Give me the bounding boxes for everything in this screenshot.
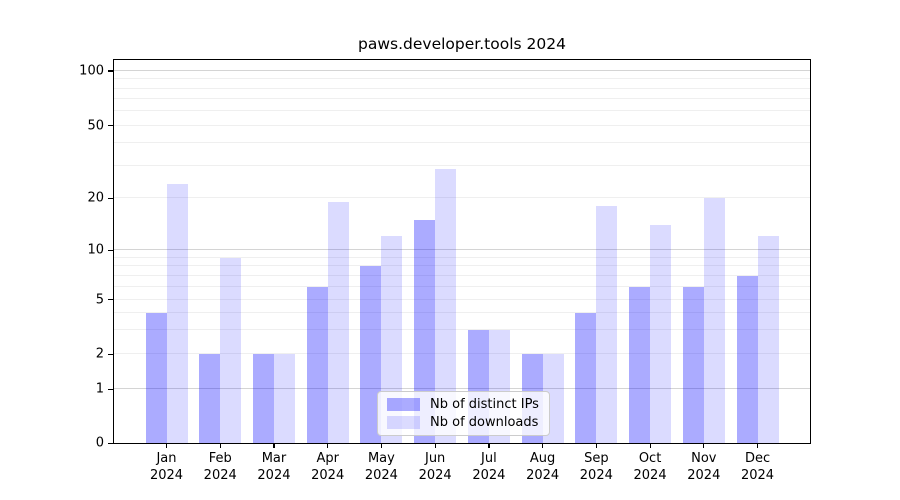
gridline-minor (114, 142, 810, 144)
x-tick-label: Aug 2024 (526, 451, 560, 483)
bar-downloads-jun (435, 168, 457, 443)
bar-distinct-ips-oct (629, 286, 651, 443)
x-tick-label: Jan 2024 (149, 451, 184, 483)
y-tick-label: 50 (87, 118, 104, 134)
x-tick-mark (488, 444, 490, 448)
y-tick-mark (108, 197, 113, 199)
x-tick-mark (273, 444, 275, 448)
y-tick-label: 1 (95, 381, 104, 397)
bar-downloads-nov (703, 198, 725, 443)
bar-downloads-feb (220, 257, 242, 443)
gridline-minor (114, 78, 810, 80)
gridline-minor (114, 110, 810, 112)
gridline-minor (114, 98, 810, 100)
bar-downloads-dec (757, 236, 779, 443)
y-tick-mark (108, 388, 113, 390)
x-tick-label: Sep 2024 (579, 451, 613, 483)
x-tick-mark (649, 444, 651, 448)
bar-downloads-apr (327, 202, 349, 443)
gridline-major (114, 69, 810, 71)
gridline-minor (114, 312, 810, 314)
gridline-minor (114, 298, 810, 300)
legend-swatch-distinct-ips (387, 398, 420, 411)
x-tick-label: Nov 2024 (687, 451, 721, 483)
x-tick-label: Dec 2024 (740, 451, 775, 483)
gridline-minor (114, 274, 810, 276)
y-tick-mark (108, 125, 113, 127)
bar-distinct-ips-feb (199, 354, 221, 443)
y-tick-mark (108, 299, 113, 301)
x-tick-mark (219, 444, 221, 448)
legend-label-distinct-ips: Nb of distinct IPs (430, 397, 539, 412)
bar-distinct-ips-dec (736, 275, 758, 443)
gridline-minor (114, 329, 810, 331)
x-tick-mark (595, 444, 598, 448)
x-tick-mark (380, 444, 383, 448)
legend: Nb of distinct IPs Nb of downloads (377, 391, 550, 436)
y-tick-mark (108, 249, 113, 251)
bar-distinct-ips-may (360, 266, 382, 443)
gridline-major (114, 388, 810, 390)
y-tick-label: 100 (79, 63, 104, 79)
x-tick-mark (434, 444, 436, 448)
x-tick-label: Feb 2024 (203, 451, 237, 483)
y-tick-label: 10 (87, 242, 104, 258)
plot-area (113, 59, 811, 444)
bar-downloads-jan (166, 183, 188, 443)
legend-swatch-downloads (387, 416, 420, 429)
gridline-minor (114, 165, 810, 167)
bar-distinct-ips-sep (575, 313, 597, 443)
legend-entry-distinct-ips: Nb of distinct IPs (387, 397, 539, 412)
bar-downloads-mar (273, 354, 295, 443)
bar-downloads-sep (596, 206, 618, 443)
x-tick-label: Oct 2024 (633, 451, 667, 483)
bar-distinct-ips-mar (252, 354, 274, 443)
x-tick-label: Mar 2024 (257, 451, 291, 483)
gridline-minor (114, 197, 810, 199)
y-tick-label: 20 (87, 190, 104, 206)
y-tick-label: 0 (95, 435, 104, 451)
gridline-minor (114, 124, 810, 126)
y-tick-mark (108, 353, 113, 356)
legend-entry-downloads: Nb of downloads (387, 415, 539, 430)
bar-distinct-ips-nov (682, 286, 704, 443)
chart-title: paws.developer.tools 2024 (358, 35, 566, 53)
gridline-minor (114, 353, 810, 355)
legend-label-downloads: Nb of downloads (430, 415, 539, 430)
x-tick-label: May 2024 (364, 451, 398, 483)
x-tick-label: Jun 2024 (418, 451, 452, 483)
x-tick-mark (757, 444, 759, 448)
y-tick-mark (108, 70, 113, 72)
bars-layer (114, 60, 810, 443)
bar-distinct-ips-jan (145, 313, 167, 443)
gridline-minor (114, 265, 810, 267)
gridline-minor (114, 285, 810, 287)
y-tick-label: 5 (95, 292, 104, 308)
y-tick-mark (108, 442, 113, 444)
bar-downloads-oct (650, 224, 672, 443)
x-tick-label: Jul 2024 (472, 451, 506, 483)
y-tick-label: 2 (95, 346, 104, 362)
x-tick-mark (703, 444, 705, 448)
gridlines-layer (114, 60, 810, 443)
x-tick-label: Apr 2024 (311, 451, 345, 483)
x-tick-mark (327, 444, 329, 448)
bar-distinct-ips-jun (414, 219, 436, 443)
bar-distinct-ips-apr (306, 286, 328, 443)
x-tick-mark (542, 444, 544, 448)
x-tick-mark (166, 444, 168, 448)
gridline-minor (114, 256, 810, 258)
gridline-major (114, 249, 810, 251)
gridline-minor (114, 87, 810, 89)
